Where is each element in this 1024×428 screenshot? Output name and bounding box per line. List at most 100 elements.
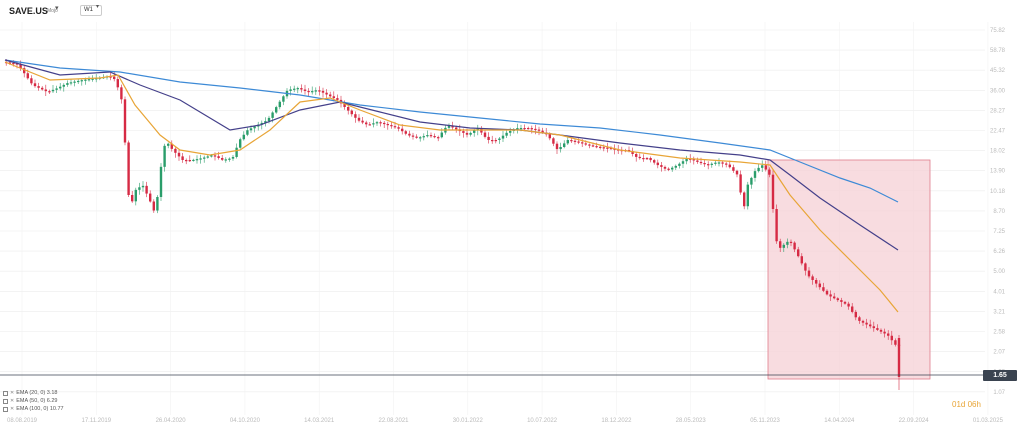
candle-body [239,139,242,148]
candle-body [869,324,872,327]
candle-body [149,193,152,202]
y-tick-label: 1.07 [993,390,1005,396]
candle-body [440,132,443,138]
x-tick-label: 18.12.2022 [601,418,632,424]
candle-body [203,157,206,159]
candle-body [19,63,22,69]
candle-body [786,241,789,245]
candle-body [897,338,901,377]
candle-body [847,303,850,307]
candle-body [329,94,332,97]
indicator-settings-icon[interactable] [3,390,8,396]
candle-body [383,122,386,125]
close-icon[interactable]: ✕ [10,390,15,396]
candle-body [541,130,544,133]
indicator-settings-icon[interactable] [3,398,8,404]
candle-body [573,140,577,142]
timeframe-select[interactable]: W1 [80,5,102,16]
candle-body [393,126,397,128]
candle-body [746,184,749,207]
candle-body [350,110,353,115]
indicator-legend: ✕ EMA (20, 0) 3.18 ✕ EMA (50, 0) 6.29 ✕ … [3,389,64,413]
candle-body [519,128,523,130]
candle-body [224,159,227,161]
candle-body [465,132,469,135]
candle-body [789,241,793,244]
candle-body [8,62,11,64]
candle-body [141,185,145,188]
candle-body [138,187,141,190]
symbol-dropdown-icon[interactable]: ▾ [55,5,59,12]
y-tick-label: 22.47 [990,129,1006,135]
candle-body [588,144,591,146]
legend-row-ema50[interactable]: ✕ EMA (50, 0) 6.29 [3,397,64,405]
symbol-label[interactable]: SAVE.US [9,6,48,16]
candle-body [404,131,407,134]
candle-body [707,164,710,166]
candle-body [692,159,695,161]
candle-body [631,151,634,154]
candle-body [609,147,613,150]
candle-body [797,249,800,257]
candle-body [735,170,739,175]
candle-body [267,117,271,122]
candle-body [725,163,728,165]
candle-body [167,143,170,146]
candle-body [419,137,422,139]
candle-body [44,89,47,92]
candle-body [883,331,886,334]
y-tick-label: 6.26 [993,249,1005,255]
close-icon[interactable]: ✕ [10,398,15,404]
candle-body [782,244,785,248]
candle-body [127,142,130,195]
candle-body [602,147,605,149]
candle-body [51,89,55,92]
candle-body [30,78,33,84]
candle-body [15,63,19,65]
candle-body [447,125,451,128]
candle-body [372,123,375,125]
candle-body [829,294,832,297]
candle-body [509,130,512,133]
candle-body [408,133,411,136]
candle-body [289,89,292,91]
candle-body [595,146,598,148]
candle-body [674,165,677,168]
candle-body [411,135,415,137]
candle-body [375,122,379,124]
candle-body [228,158,231,160]
candle-body [825,290,829,295]
candle-body [332,96,335,99]
candle-body [764,165,767,170]
legend-row-ema20[interactable]: ✕ EMA (20, 0) 3.18 [3,389,64,397]
candle-body [217,156,220,158]
candle-body [570,140,573,142]
candle-body [116,79,119,88]
indicator-settings-icon[interactable] [3,406,8,412]
candle-body [300,88,303,90]
candle-body [185,160,188,162]
candle-body [264,121,267,123]
candle-body [750,177,753,185]
candle-body [390,125,393,127]
legend-row-ema100[interactable]: ✕ EMA (100, 0) 10.77 [3,405,64,413]
y-tick-label: 36.00 [990,88,1006,94]
candle-body [12,62,15,65]
candle-body [296,88,299,90]
candle-countdown: 01d 06h [952,400,981,409]
x-tick-label: 26.04.2020 [156,418,187,424]
candle-body [879,329,883,332]
candle-body [872,326,875,329]
candle-body [282,96,285,102]
close-icon[interactable]: ✕ [10,406,15,412]
candles [5,59,901,390]
x-tick-label: 22.09.2024 [899,418,930,424]
candle-body [642,158,645,160]
candle-body [415,136,418,138]
ema50-line [4,59,899,251]
candle-body [170,143,173,149]
candle-body [811,276,814,280]
candle-body [890,335,893,341]
candle-body [469,132,472,135]
